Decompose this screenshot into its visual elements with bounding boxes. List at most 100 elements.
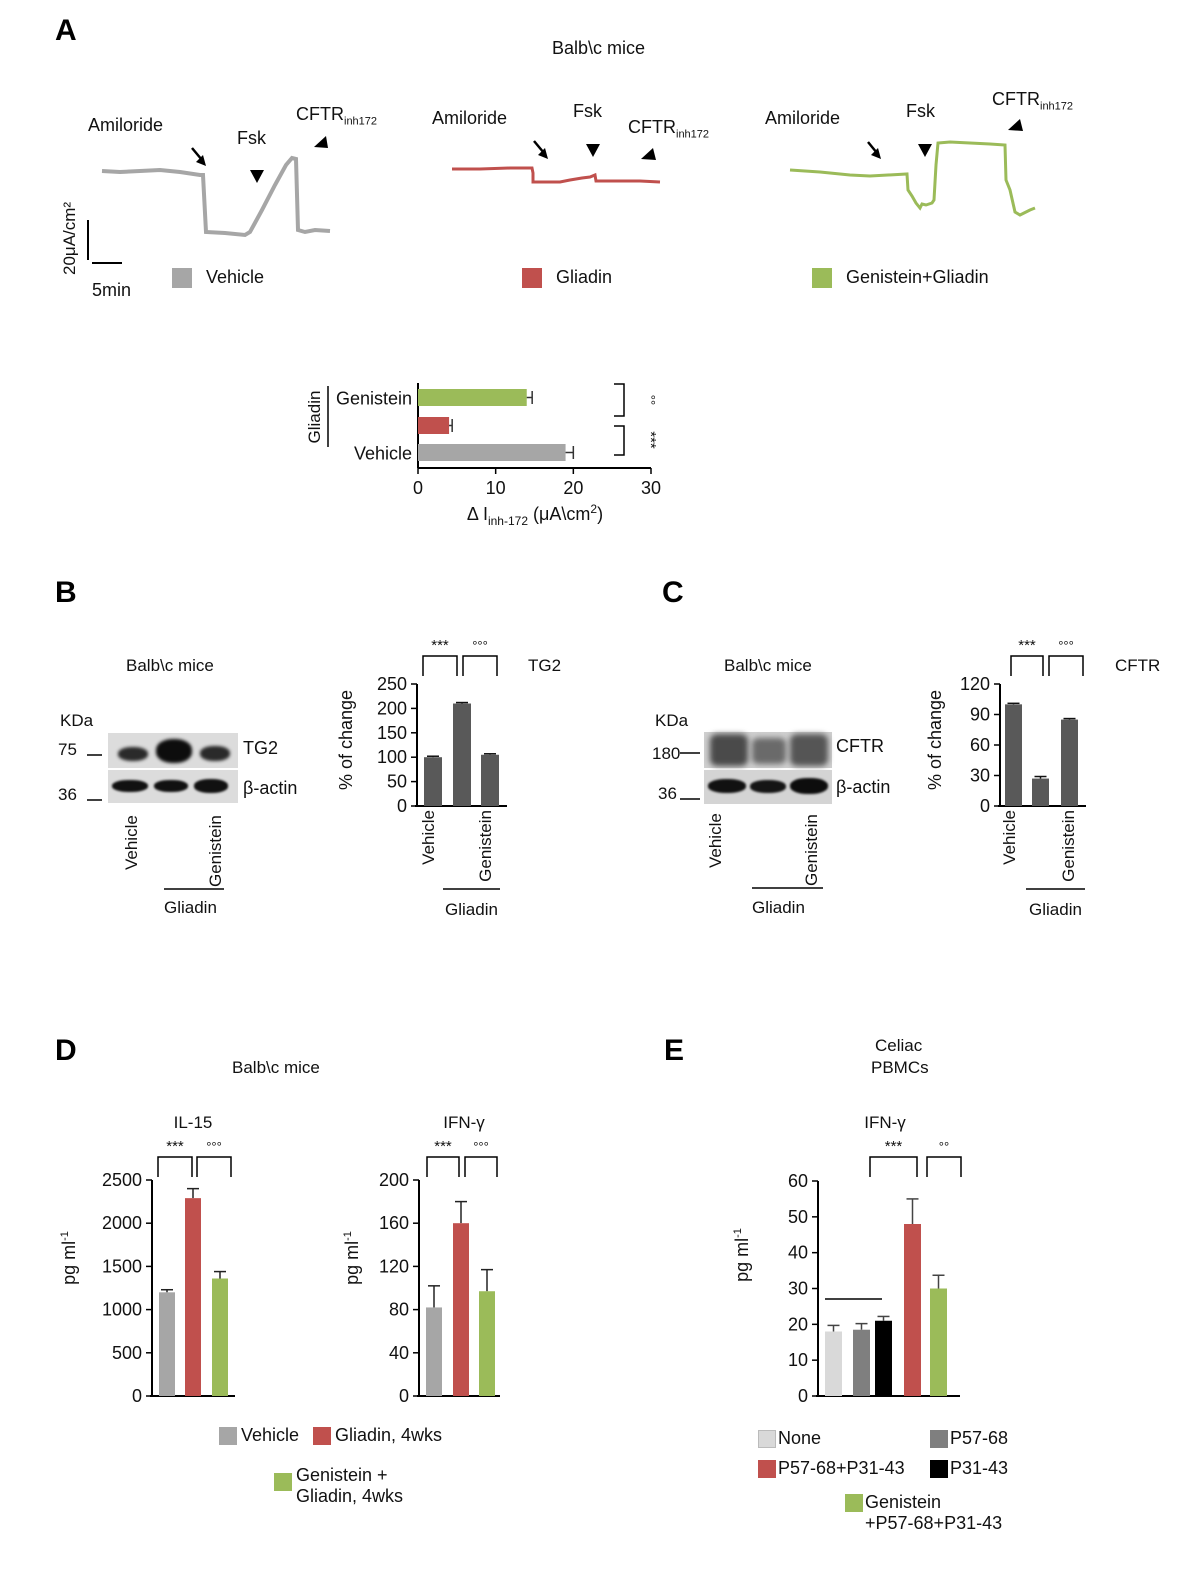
panel-c-chart-title: CFTR: [1115, 656, 1161, 675]
trace2-amiloride-label: Amiloride: [432, 108, 508, 128]
panel-c-marker-ticks: [680, 752, 700, 800]
y-tick-label: 0: [132, 1386, 142, 1406]
y-tick-label: 50: [387, 772, 407, 792]
bar: [212, 1278, 228, 1396]
panel-c-group-label: Gliadin: [752, 898, 805, 917]
significance-bracket: [1010, 655, 1044, 676]
blot-c-actin: [704, 770, 832, 804]
y-tick-label: 40: [389, 1343, 409, 1363]
blot-b-actin: [108, 770, 238, 803]
bar: [904, 1224, 921, 1396]
legend-vehicle: Vehicle: [172, 267, 264, 288]
arrowhead-amiloride-icon: [196, 155, 206, 166]
panel-a-bar-chart: 0 10 20 30 Genistein Vehicle Gliadin °° *** Δ Iin…: [305, 383, 661, 528]
y-tick-label: 200: [377, 698, 407, 718]
significance-label: °°°: [472, 638, 488, 653]
bar: [853, 1329, 870, 1396]
legend-genistein-gliadin: Genistein+Gliadin: [812, 267, 989, 288]
y-tick-label: 1000: [102, 1300, 142, 1320]
y-axis-label: pg ml-1: [59, 1231, 79, 1285]
x-tick-label: 20: [563, 478, 583, 498]
panel-c-group-line: [752, 887, 823, 889]
y-tick-label: 500: [112, 1343, 142, 1363]
trace1-vehicle: [87, 136, 331, 264]
significance-label: °°°: [473, 1139, 489, 1154]
x-tick-label: Genistein: [1059, 810, 1078, 882]
bar: [185, 1198, 201, 1396]
bar: [418, 444, 566, 461]
significance-bracket: [462, 655, 498, 676]
cftr-text: CFTR: [628, 117, 676, 137]
significance-bracket: [196, 1156, 232, 1177]
significance-label: ***: [1018, 637, 1036, 654]
cftr-sub: inh172: [676, 128, 710, 141]
panel-c-kda: KDa: [655, 711, 689, 730]
trace3-genistein-gliadin: [789, 119, 1036, 217]
swatch-none: [758, 1429, 776, 1448]
bar: [453, 703, 471, 806]
bar: [481, 754, 499, 806]
y-axis-label: pg ml-1: [732, 1228, 752, 1282]
legend-label: P57-68: [950, 1428, 1009, 1448]
arrowhead-cftr-icon: [641, 148, 656, 160]
swatch-p57-p31: [758, 1459, 776, 1478]
y-tick-label: 50: [788, 1207, 808, 1227]
significance-label: ***: [642, 431, 659, 449]
panel-e-title-line2: PBMCs: [871, 1058, 929, 1077]
panel-letter-b: B: [55, 576, 77, 609]
y-axis-label: % of change: [336, 690, 356, 790]
panel-b-group-line: [164, 888, 224, 890]
panel-e-legend-p57: P57-68: [930, 1428, 1008, 1449]
panel-b-bar-chart: 0 50 100 150 200 250 *** °°° % of change Vehicle G…: [336, 637, 507, 919]
legend-label: P31-43: [950, 1458, 1009, 1478]
x-tick-label: Vehicle: [419, 810, 438, 865]
legend-label: Gliadin, 4wks: [335, 1425, 443, 1445]
panel-b-marker-36: 36: [58, 785, 77, 804]
y-axis-label: pg ml-1: [342, 1231, 362, 1285]
arrowhead-amiloride-icon: [538, 148, 548, 159]
y-tick-label: 2500: [102, 1170, 142, 1190]
trace2-fsk-label: Fsk: [573, 101, 602, 121]
bar: [1032, 778, 1049, 806]
y-tick-label: 0: [980, 796, 990, 816]
significance-bracket: [426, 1156, 460, 1177]
y-tick-label: 0: [399, 1386, 409, 1406]
significance-label: ***: [434, 1138, 452, 1155]
panel-b-band-tg2: TG2: [243, 738, 279, 758]
trace2-gliadin: [452, 140, 661, 184]
significance-bracket: [464, 1156, 498, 1177]
panel-d-il15-chart: 0 500 1000 1500 2000 2500 *** °°° pg ml-1 IL-15: [59, 1113, 235, 1406]
blot-b-tg2: [108, 733, 238, 768]
panel-a-title: Balb\c mice: [552, 38, 646, 58]
legend-label-line1: Genistein: [865, 1492, 942, 1512]
bar: [875, 1320, 892, 1396]
panel-c-blot-title: Balb\c mice: [724, 656, 812, 675]
panel-b-group-label: Gliadin: [164, 898, 217, 917]
y-tick-label: 30: [788, 1279, 808, 1299]
swatch-vehicle: [219, 1426, 237, 1445]
bar: [825, 1331, 842, 1396]
legend-label-line2: +P57-68+P31-43: [865, 1513, 1003, 1533]
y-tick-label: 2000: [102, 1213, 142, 1233]
bar: [1005, 704, 1022, 806]
bar: [1061, 719, 1078, 806]
y-tick-label: 0: [798, 1386, 808, 1406]
x-tick-label: Vehicle: [1000, 810, 1019, 865]
legend-label: P57-68+P31-43: [778, 1458, 905, 1478]
panel-d-legend-vehicle: Vehicle: [219, 1425, 299, 1446]
significance-bracket: [422, 655, 458, 676]
panel-c-band-actin: β-actin: [836, 777, 891, 797]
legend-vehicle-label: Vehicle: [206, 267, 265, 287]
significance-label: °°°: [206, 1139, 222, 1154]
panel-e-legend-genistein: Genistein +P57-68+P31-43: [845, 1492, 1002, 1534]
arrowhead-cftr-icon: [314, 136, 328, 148]
y-tick-label: 120: [379, 1256, 409, 1276]
bar: [479, 1291, 495, 1396]
trace1-cftr-label: CFTRinh172: [296, 104, 377, 128]
significance-label: °°: [643, 395, 658, 405]
panel-c-marker-36: 36: [658, 784, 677, 803]
significance-label: ***: [885, 1138, 903, 1155]
chart-title: IFN-γ: [864, 1113, 906, 1132]
panel-letter-a: A: [55, 14, 77, 47]
trace3-amiloride-label: Amiloride: [765, 108, 841, 128]
